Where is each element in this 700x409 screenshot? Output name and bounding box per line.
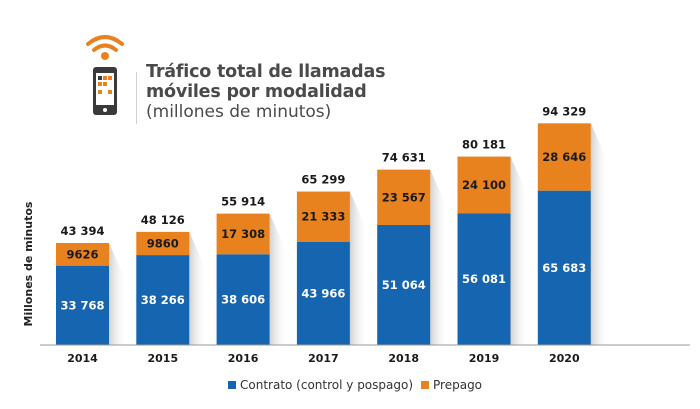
bar-prepago-2016 xyxy=(216,213,270,255)
legend-swatch-prepago xyxy=(421,381,430,389)
bars-layer: 33 768 9626 43 394 2014 38 266 9860 48 126 2015… xyxy=(56,104,609,365)
label-prepago-2015: 9860 xyxy=(147,236,179,250)
bar-contrato-2016 xyxy=(216,254,270,345)
bar-shadow xyxy=(109,243,127,345)
chart-title: Tráfico total de llamadas móviles por mo… xyxy=(146,62,386,122)
bar-shadow xyxy=(269,213,288,345)
wifi-dot xyxy=(101,52,109,60)
phone-screen xyxy=(96,73,114,105)
bar-shadow xyxy=(510,156,529,345)
bar-contrato-2020 xyxy=(537,190,591,345)
x-tick-2019: 2019 xyxy=(469,352,500,365)
legend-item-prepago: Prepago xyxy=(421,378,482,392)
chart-header: Tráfico total de llamadas móviles por mo… xyxy=(80,28,420,128)
phone-wifi-icon xyxy=(80,28,130,120)
x-tick-2018: 2018 xyxy=(388,352,419,365)
legend-swatch-contrato xyxy=(228,381,236,389)
label-contrato-2017: 43 966 xyxy=(301,286,345,300)
chart-legend: Contrato (control y pospago) Prepago xyxy=(228,378,490,392)
label-contrato-2019: 56 081 xyxy=(462,272,506,286)
label-contrato-2015: 38 266 xyxy=(141,293,185,307)
label-total-2019: 80 181 xyxy=(462,138,506,152)
label-total-2018: 74 631 xyxy=(382,151,426,165)
wifi-icon xyxy=(86,35,124,52)
x-tick-2015: 2015 xyxy=(147,352,178,365)
bar-contrato-2015 xyxy=(136,255,190,345)
label-total-2016: 55 914 xyxy=(221,195,265,209)
bar-prepago-2017 xyxy=(296,191,350,242)
label-contrato-2020: 65 683 xyxy=(542,261,586,275)
bar-prepago-2019 xyxy=(457,156,511,214)
x-tick-2014: 2014 xyxy=(67,352,98,365)
bar-shadow xyxy=(590,123,609,346)
header-divider xyxy=(136,72,137,124)
bar-prepago-2020 xyxy=(537,123,591,191)
title-line-2: móviles por modalidad xyxy=(146,82,367,102)
label-contrato-2018: 51 064 xyxy=(382,278,426,292)
label-prepago-2016: 17 308 xyxy=(221,227,265,241)
label-total-2020: 94 329 xyxy=(542,104,586,118)
bar-contrato-2017 xyxy=(296,241,350,345)
legend-label-contrato: Contrato (control y pospago) xyxy=(240,378,414,392)
label-prepago-2020: 28 646 xyxy=(542,150,586,164)
bar-contrato-2014 xyxy=(56,265,109,345)
bar-prepago-2018 xyxy=(377,169,431,225)
bar-shadow xyxy=(349,191,368,345)
label-contrato-2016: 38 606 xyxy=(221,293,265,307)
bar-contrato-2018 xyxy=(377,224,431,345)
bar-contrato-2019 xyxy=(457,213,511,345)
bar-prepago-2015 xyxy=(136,231,190,256)
title-line-1: Tráfico total de llamadas xyxy=(146,62,386,82)
y-axis-label: Millones de minutos xyxy=(22,201,35,326)
bar-shadow xyxy=(430,169,449,345)
label-prepago-2014: 9626 xyxy=(66,247,98,261)
x-tick-2020: 2020 xyxy=(549,352,580,365)
legend-label-prepago: Prepago xyxy=(433,378,483,392)
label-total-2014: 43 394 xyxy=(60,224,104,238)
x-tick-2017: 2017 xyxy=(308,352,339,365)
bar-prepago-2014 xyxy=(56,243,109,266)
label-total-2015: 48 126 xyxy=(141,213,185,227)
label-prepago-2019: 24 100 xyxy=(462,178,506,192)
label-prepago-2018: 23 567 xyxy=(382,190,426,204)
x-tick-2016: 2016 xyxy=(228,352,259,365)
label-prepago-2017: 21 333 xyxy=(301,210,345,224)
label-contrato-2014: 33 768 xyxy=(60,298,104,312)
legend-item-contrato: Contrato (control y pospago) xyxy=(228,378,413,392)
chart-subtitle: (millones de minutos) xyxy=(146,102,332,122)
label-total-2017: 65 299 xyxy=(301,173,345,187)
bar-shadow xyxy=(189,231,208,345)
